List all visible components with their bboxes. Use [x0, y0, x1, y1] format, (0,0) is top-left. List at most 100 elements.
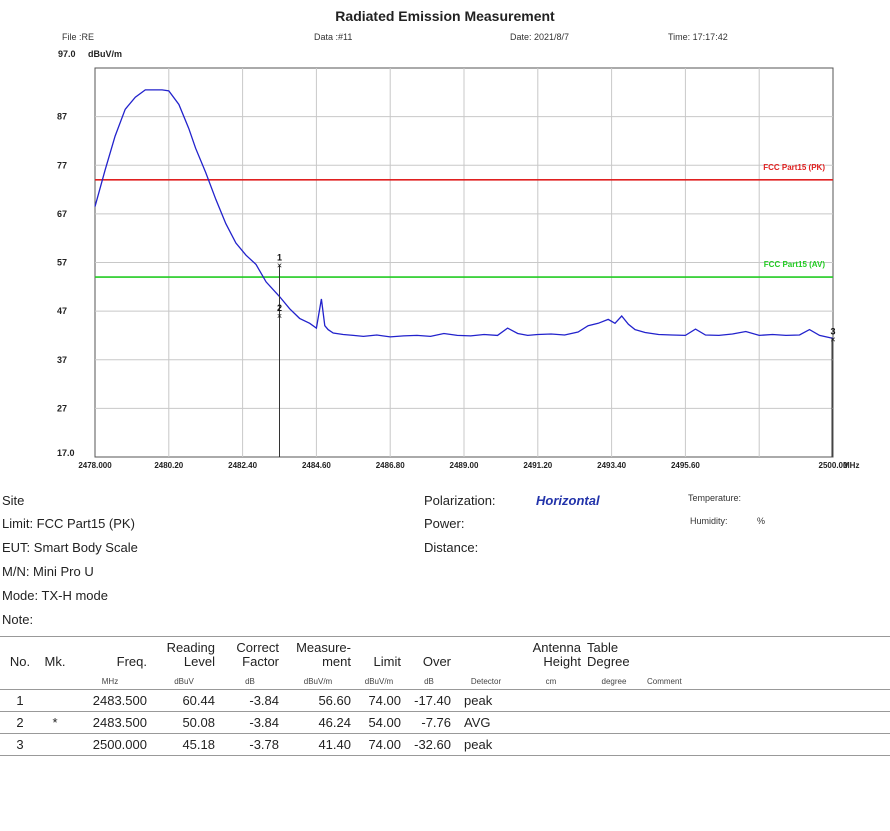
table-cell: -3.84 — [218, 711, 282, 734]
x-tick-label: 2489.00 — [450, 461, 479, 470]
table-cell — [40, 689, 70, 712]
polarization-label: Polarization: — [424, 493, 496, 508]
table-cell: 3 — [0, 733, 40, 756]
table-cell — [584, 733, 644, 756]
unit-cell: dB — [404, 673, 454, 690]
marker-label: 2 — [277, 303, 282, 313]
header-comment — [644, 636, 890, 673]
table-cell — [518, 733, 584, 756]
x-tick-label: 2482.40 — [228, 461, 257, 470]
header-correct-factor-text: Correct Factor — [236, 640, 279, 669]
mode-label: Mode: TX-H mode — [2, 588, 108, 603]
header-antenna-height: Antenna Height — [518, 636, 584, 673]
table-cell: 54.00 — [354, 711, 404, 734]
header-correct-factor: Correct Factor — [218, 636, 282, 673]
y-max-label: 97.0 — [58, 49, 76, 59]
marker-label: 1 — [277, 252, 282, 262]
x-tick-label: 2493.40 — [597, 461, 626, 470]
header-table-degree-text: Table Degree — [587, 640, 630, 669]
header-table-degree: Table Degree — [584, 636, 644, 673]
model-label: M/N: Mini Pro U — [2, 564, 94, 579]
header-freq: Freq. — [70, 636, 150, 673]
table-cell: AVG — [454, 711, 518, 734]
table-row: 2 * 2483.500 50.08 -3.84 46.24 54.00 -7.76 AVG — [0, 711, 890, 734]
distance-label: Distance: — [424, 540, 479, 555]
table-cell — [518, 711, 584, 734]
table-cell: 2483.500 — [70, 689, 150, 712]
table-cell: -3.84 — [218, 689, 282, 712]
table-cell: 2500.000 — [70, 733, 150, 756]
table-cell: -17.40 — [404, 689, 454, 712]
x-tick-label: 2495.60 — [671, 461, 700, 470]
unit-cell: dB — [218, 673, 282, 690]
table-cell: -7.76 — [404, 711, 454, 734]
unit-cell: Comment — [644, 673, 890, 690]
header-limit: Limit — [354, 636, 404, 673]
table-cell — [644, 733, 890, 756]
table-header-row: No. Mk. Freq. Reading Level Correct Fact… — [0, 636, 890, 673]
header-detector — [454, 636, 518, 673]
table-cell: 41.40 — [282, 733, 354, 756]
y-tick-label: 57 — [57, 258, 67, 268]
y-tick-label: 67 — [57, 209, 67, 219]
header-mk: Mk. — [40, 636, 70, 673]
y-unit-label: dBuV/m — [88, 49, 123, 59]
table-cell: 1 — [0, 689, 40, 712]
table-row: 1 2483.500 60.44 -3.84 56.60 74.00 -17.40 peak — [0, 689, 890, 712]
table-cell — [644, 689, 890, 712]
marker-cross: × — [830, 334, 835, 344]
x-tick-label: 2491.20 — [523, 461, 552, 470]
x-tick-label: 2486.80 — [376, 461, 405, 470]
header-measurement: Measure- ment — [282, 636, 354, 673]
unit-cell: Detector — [454, 673, 518, 690]
header-over: Over — [404, 636, 454, 673]
header-reading-level-text: Reading Level — [166, 640, 215, 669]
marker-cross: × — [277, 311, 282, 321]
temperature-label: Temperature: — [688, 493, 742, 503]
unit-cell: dBuV/m — [282, 673, 354, 690]
table-cell: 46.24 — [282, 711, 354, 734]
site-label: Site — [2, 493, 25, 508]
table-cell — [584, 689, 644, 712]
table-cell: -3.78 — [218, 733, 282, 756]
x-tick-label: 2500.00 — [819, 461, 848, 470]
y-tick-label: 27 — [57, 403, 67, 413]
table-cell — [518, 689, 584, 712]
table-cell: * — [40, 711, 70, 734]
polarization-value: Horizontal — [536, 493, 600, 508]
unit-cell: degree — [584, 673, 644, 690]
table-cell: 74.00 — [354, 733, 404, 756]
table-cell — [40, 733, 70, 756]
header-no: No. — [0, 636, 40, 673]
x-tick-label: 2480.20 — [154, 461, 183, 470]
limit-label: FCC Part15 (PK) — [763, 163, 825, 172]
emission-chart: FCC Part15 (PK)FCC Part15 (AV) ×1×2×3 87… — [57, 67, 859, 470]
x-unit-label: MHz — [843, 461, 859, 470]
results-table: No. Mk. Freq. Reading Level Correct Fact… — [0, 636, 890, 756]
table-cell: peak — [454, 689, 518, 712]
table-cell: 2 — [0, 711, 40, 734]
emission-trace — [94, 89, 834, 340]
unit-cell: dBuV — [150, 673, 218, 690]
note-label: Note: — [2, 612, 34, 627]
y-min-label: 17.0 — [57, 448, 75, 458]
table-cell: 2483.500 — [70, 711, 150, 734]
power-label: Power: — [424, 516, 465, 531]
table-cell: 50.08 — [150, 711, 218, 734]
table-cell: 45.18 — [150, 733, 218, 756]
marker-cross: × — [277, 260, 282, 270]
table-cell: peak — [454, 733, 518, 756]
table-cell: 56.60 — [282, 689, 354, 712]
unit-cell: MHz — [70, 673, 150, 690]
x-tick-label: 2484.60 — [302, 461, 331, 470]
humidity-unit: % — [757, 516, 766, 526]
y-tick-label: 37 — [57, 355, 67, 365]
file-name: File :RE — [62, 32, 95, 42]
unit-cell — [40, 673, 70, 690]
test-date: Date: 2021/8/7 — [510, 32, 570, 42]
eut-label: EUT: Smart Body Scale — [2, 540, 138, 555]
table-cell: 60.44 — [150, 689, 218, 712]
x-tick-label: 2478.000 — [78, 461, 112, 470]
header-reading-level: Reading Level — [150, 636, 218, 673]
limit-label: Limit: FCC Part15 (PK) — [2, 516, 135, 531]
